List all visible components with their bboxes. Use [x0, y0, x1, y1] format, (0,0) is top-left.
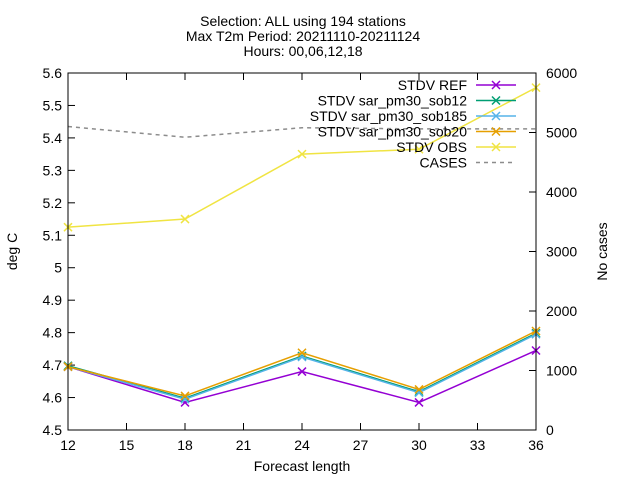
data-point-stdv-sar-pm30-sob20	[297, 348, 307, 358]
legend-marker-stdv-sar-pm30-sob185	[491, 111, 501, 121]
x-tick-label: 18	[177, 437, 193, 453]
y-tick-label: 4.6	[43, 390, 63, 406]
y2-tick-label: 2000	[546, 303, 577, 319]
data-point-stdv-sar-pm30-sob185	[180, 394, 190, 404]
plot-frame	[67, 72, 537, 431]
y2-tick-label: 5000	[546, 125, 577, 141]
y-tick-label: 4.8	[43, 325, 63, 341]
title-line-2: Max T2m Period: 20211110-20211124	[186, 28, 420, 44]
x-tick-label: 30	[411, 437, 427, 453]
y-tick-label: 4.7	[43, 357, 63, 373]
y-tick-label: 4.9	[43, 292, 63, 308]
y2-tick-label: 6000	[546, 65, 577, 81]
x-axis-label: Forecast length	[254, 458, 351, 474]
y2-tick-label: 1000	[546, 363, 577, 379]
legend-label-stdv-ref: STDV REF	[398, 77, 467, 93]
series	[63, 83, 541, 407]
data-point-stdv-ref	[297, 367, 307, 377]
y-axis-label: deg C	[4, 233, 20, 270]
y-tick-label: 5.6	[43, 65, 63, 81]
data-point-stdv-sar-pm30-sob20	[180, 391, 190, 401]
x-tick-label: 36	[528, 437, 544, 453]
y2-tick-label: 0	[546, 422, 554, 438]
title-line-1: Selection: ALL using 194 stations	[200, 13, 406, 29]
legend-marker-stdv-ref	[491, 80, 501, 90]
x-tick-label: 24	[294, 437, 310, 453]
series-line-cases	[67, 125, 536, 139]
legend-label-stdv-sar-pm30-sob185: STDV sar_pm30_sob185	[310, 108, 467, 124]
legend-label-stdv-sar-pm30-sob20: STDV sar_pm30_sob20	[318, 124, 468, 140]
legend-label-cases: CASES	[420, 155, 467, 171]
y-tick-label: 5.1	[43, 227, 63, 243]
x-tick-label: 15	[119, 437, 135, 453]
legend-marker-stdv-sar-pm30-sob12	[491, 95, 501, 106]
x-tick-label: 12	[60, 437, 76, 453]
y2-tick-label: 3000	[546, 244, 577, 260]
data-point-stdv-obs	[414, 144, 424, 154]
data-point-stdv-sar-pm30-sob185	[414, 388, 424, 398]
y-tick-label: 5.2	[43, 195, 63, 211]
data-point-stdv-ref	[414, 397, 424, 407]
y-tick-label: 5.5	[43, 97, 63, 113]
y-tick-label: 5.4	[43, 130, 63, 146]
x-tick-label: 27	[353, 437, 369, 453]
x-tick-label: 33	[470, 437, 486, 453]
y2-axis-label: No cases	[594, 222, 610, 280]
x-tick-label: 21	[236, 437, 252, 453]
y-tick-label: 4.5	[43, 422, 63, 438]
data-point-stdv-sar-pm30-sob20	[414, 384, 424, 394]
legend-label-stdv-obs: STDV OBS	[396, 139, 467, 155]
y-tick-label: 5.3	[43, 162, 63, 178]
axis-ticks: 12 15 18 21 24 27 30 33 36 4.5 4.6 4.7 4.8 4.9 5 5.1 5.2…	[43, 65, 578, 453]
data-point-stdv-obs	[180, 214, 190, 224]
data-point-stdv-ref	[180, 397, 190, 407]
title-line-3: Hours: 00,06,12,18	[243, 43, 362, 59]
series-line-stdv-ref	[67, 349, 537, 404]
y-tick-label: 5	[54, 260, 62, 276]
legend-label-stdv-sar-pm30-sob12: STDV sar_pm30_sob12	[318, 93, 468, 109]
y2-tick-label: 4000	[546, 184, 577, 200]
legend-marker-stdv-sar-pm30-sob20	[491, 126, 501, 137]
legend-marker-stdv-obs	[491, 142, 501, 152]
data-point-stdv-obs	[297, 149, 307, 159]
